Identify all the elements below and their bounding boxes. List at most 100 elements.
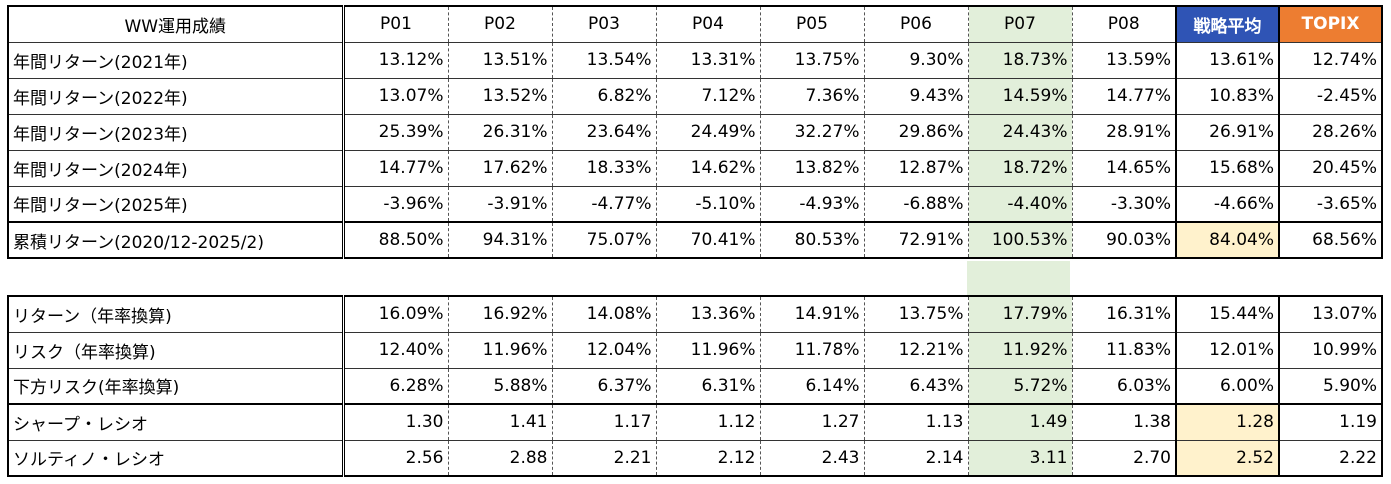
value-cell: 2.70 bbox=[1072, 440, 1177, 477]
col-header-p02: P02 bbox=[448, 5, 553, 43]
value-cell: 12.21% bbox=[864, 332, 969, 369]
value-cell: 1.17 bbox=[552, 403, 657, 441]
value-cell: 72.91% bbox=[864, 221, 969, 259]
value-cell: 18.73% bbox=[968, 42, 1073, 79]
value-cell: 1.30 bbox=[343, 403, 449, 441]
value-cell: -5.10% bbox=[656, 186, 761, 223]
value-cell: 14.77% bbox=[343, 150, 449, 187]
value-cell: 6.82% bbox=[552, 78, 657, 115]
value-cell: -3.91% bbox=[448, 186, 553, 223]
value-cell: 2.14 bbox=[864, 440, 969, 477]
value-cell: 11.96% bbox=[656, 332, 761, 369]
table-title: WW運用成績 bbox=[7, 5, 345, 43]
value-cell: 6.14% bbox=[760, 368, 865, 405]
value-cell: 90.03% bbox=[1072, 221, 1177, 259]
value-cell: 14.91% bbox=[760, 295, 865, 333]
value-cell: 17.79% bbox=[968, 295, 1073, 333]
table-row: 年間リターン(2022年) 13.07% 13.52% 6.82% 7.12% 7.36%… bbox=[7, 78, 1383, 115]
value-cell: 2.21 bbox=[552, 440, 657, 477]
value-cell: 25.39% bbox=[343, 114, 449, 151]
row-label: 年間リターン(2023年) bbox=[7, 114, 345, 151]
col-header-p04: P04 bbox=[656, 5, 761, 43]
value-cell: 68.56% bbox=[1279, 221, 1383, 259]
row-label: 累積リターン(2020/12-2025/2) bbox=[7, 221, 345, 259]
value-cell: 13.07% bbox=[343, 78, 449, 115]
col-header-topix: TOPIX bbox=[1279, 5, 1383, 43]
value-cell: 6.00% bbox=[1175, 368, 1280, 405]
value-cell: 13.82% bbox=[760, 150, 865, 187]
value-cell: 12.87% bbox=[864, 150, 969, 187]
value-cell: 75.07% bbox=[552, 221, 657, 259]
value-cell: 16.09% bbox=[343, 295, 449, 333]
value-cell: 12.04% bbox=[552, 332, 657, 369]
value-cell: 13.75% bbox=[864, 295, 969, 333]
table-row: 累積リターン(2020/12-2025/2) 88.50% 94.31% 75.07%… bbox=[7, 221, 1383, 259]
value-cell: 13.36% bbox=[656, 295, 761, 333]
value-cell: 12.40% bbox=[343, 332, 449, 369]
p07-highlight-band bbox=[967, 261, 1070, 295]
value-cell: -4.66% bbox=[1175, 186, 1280, 223]
value-cell: 80.53% bbox=[760, 221, 865, 259]
row-label: 年間リターン(2022年) bbox=[7, 78, 345, 115]
value-cell: 2.22 bbox=[1279, 440, 1383, 477]
value-cell: 2.56 bbox=[343, 440, 449, 477]
row-label: 年間リターン(2024年) bbox=[7, 150, 345, 187]
value-cell: 10.99% bbox=[1279, 332, 1383, 369]
value-cell: 14.08% bbox=[552, 295, 657, 333]
value-cell: 1.49 bbox=[968, 403, 1073, 441]
value-cell: -4.77% bbox=[552, 186, 657, 223]
value-cell: -4.93% bbox=[760, 186, 865, 223]
value-cell: 2.12 bbox=[656, 440, 761, 477]
value-cell: 5.88% bbox=[448, 368, 553, 405]
value-cell: 17.62% bbox=[448, 150, 553, 187]
value-cell: 2.88 bbox=[448, 440, 553, 477]
value-cell: 11.96% bbox=[448, 332, 553, 369]
value-cell: 70.41% bbox=[656, 221, 761, 259]
table-row: 年間リターン(2025年) -3.96% -3.91% -4.77% -5.10% -4.… bbox=[7, 186, 1383, 223]
col-header-p07: P07 bbox=[968, 5, 1073, 43]
row-label: リスク（年率換算) bbox=[7, 332, 345, 369]
value-cell: 24.49% bbox=[656, 114, 761, 151]
value-cell: 13.12% bbox=[343, 42, 449, 79]
value-cell: 14.59% bbox=[968, 78, 1073, 115]
col-header-p03: P03 bbox=[552, 5, 657, 43]
value-cell: -3.96% bbox=[343, 186, 449, 223]
value-cell: 100.53% bbox=[968, 221, 1073, 259]
value-cell: 13.61% bbox=[1175, 42, 1280, 79]
value-cell: 2.43 bbox=[760, 440, 865, 477]
value-cell: 88.50% bbox=[343, 221, 449, 259]
value-cell: 94.31% bbox=[448, 221, 553, 259]
value-cell: 26.31% bbox=[448, 114, 553, 151]
value-cell: 20.45% bbox=[1279, 150, 1383, 187]
value-cell: 9.43% bbox=[864, 78, 969, 115]
value-cell: 5.72% bbox=[968, 368, 1073, 405]
value-cell: 2.52 bbox=[1175, 440, 1280, 477]
value-cell: 7.12% bbox=[656, 78, 761, 115]
value-cell: 32.27% bbox=[760, 114, 865, 151]
table-row: リターン（年率換算) 16.09% 16.92% 14.08% 13.36% 14.91%… bbox=[7, 295, 1383, 333]
value-cell: 5.90% bbox=[1279, 368, 1383, 405]
row-label: 年間リターン(2025年) bbox=[7, 186, 345, 223]
value-cell: 13.75% bbox=[760, 42, 865, 79]
table-row: シャープ・レシオ 1.30 1.41 1.17 1.12 1.27 1.13 1.49 1.38… bbox=[7, 403, 1383, 441]
value-cell: 1.13 bbox=[864, 403, 969, 441]
value-cell: -2.45% bbox=[1279, 78, 1383, 115]
value-cell: 13.52% bbox=[448, 78, 553, 115]
value-cell: 6.03% bbox=[1072, 368, 1177, 405]
value-cell: 11.83% bbox=[1072, 332, 1177, 369]
value-cell: 84.04% bbox=[1175, 221, 1280, 259]
risk-metrics-table: リターン（年率換算) 16.09% 16.92% 14.08% 13.36% 14.91%… bbox=[7, 295, 1383, 477]
row-label: シャープ・レシオ bbox=[7, 403, 345, 441]
value-cell: 13.07% bbox=[1279, 295, 1383, 333]
row-label: リターン（年率換算) bbox=[7, 295, 345, 333]
value-cell: 1.41 bbox=[448, 403, 553, 441]
value-cell: 1.38 bbox=[1072, 403, 1177, 441]
row-label: 年間リターン(2021年) bbox=[7, 42, 345, 79]
value-cell: 14.62% bbox=[656, 150, 761, 187]
value-cell: 28.91% bbox=[1072, 114, 1177, 151]
value-cell: 12.01% bbox=[1175, 332, 1280, 369]
value-cell: 1.28 bbox=[1175, 403, 1280, 441]
value-cell: 28.26% bbox=[1279, 114, 1383, 151]
value-cell: 6.31% bbox=[656, 368, 761, 405]
performance-table: WW運用成績 P01 P02 P03 P04 P05 P06 P07 P08 戦… bbox=[7, 5, 1383, 259]
